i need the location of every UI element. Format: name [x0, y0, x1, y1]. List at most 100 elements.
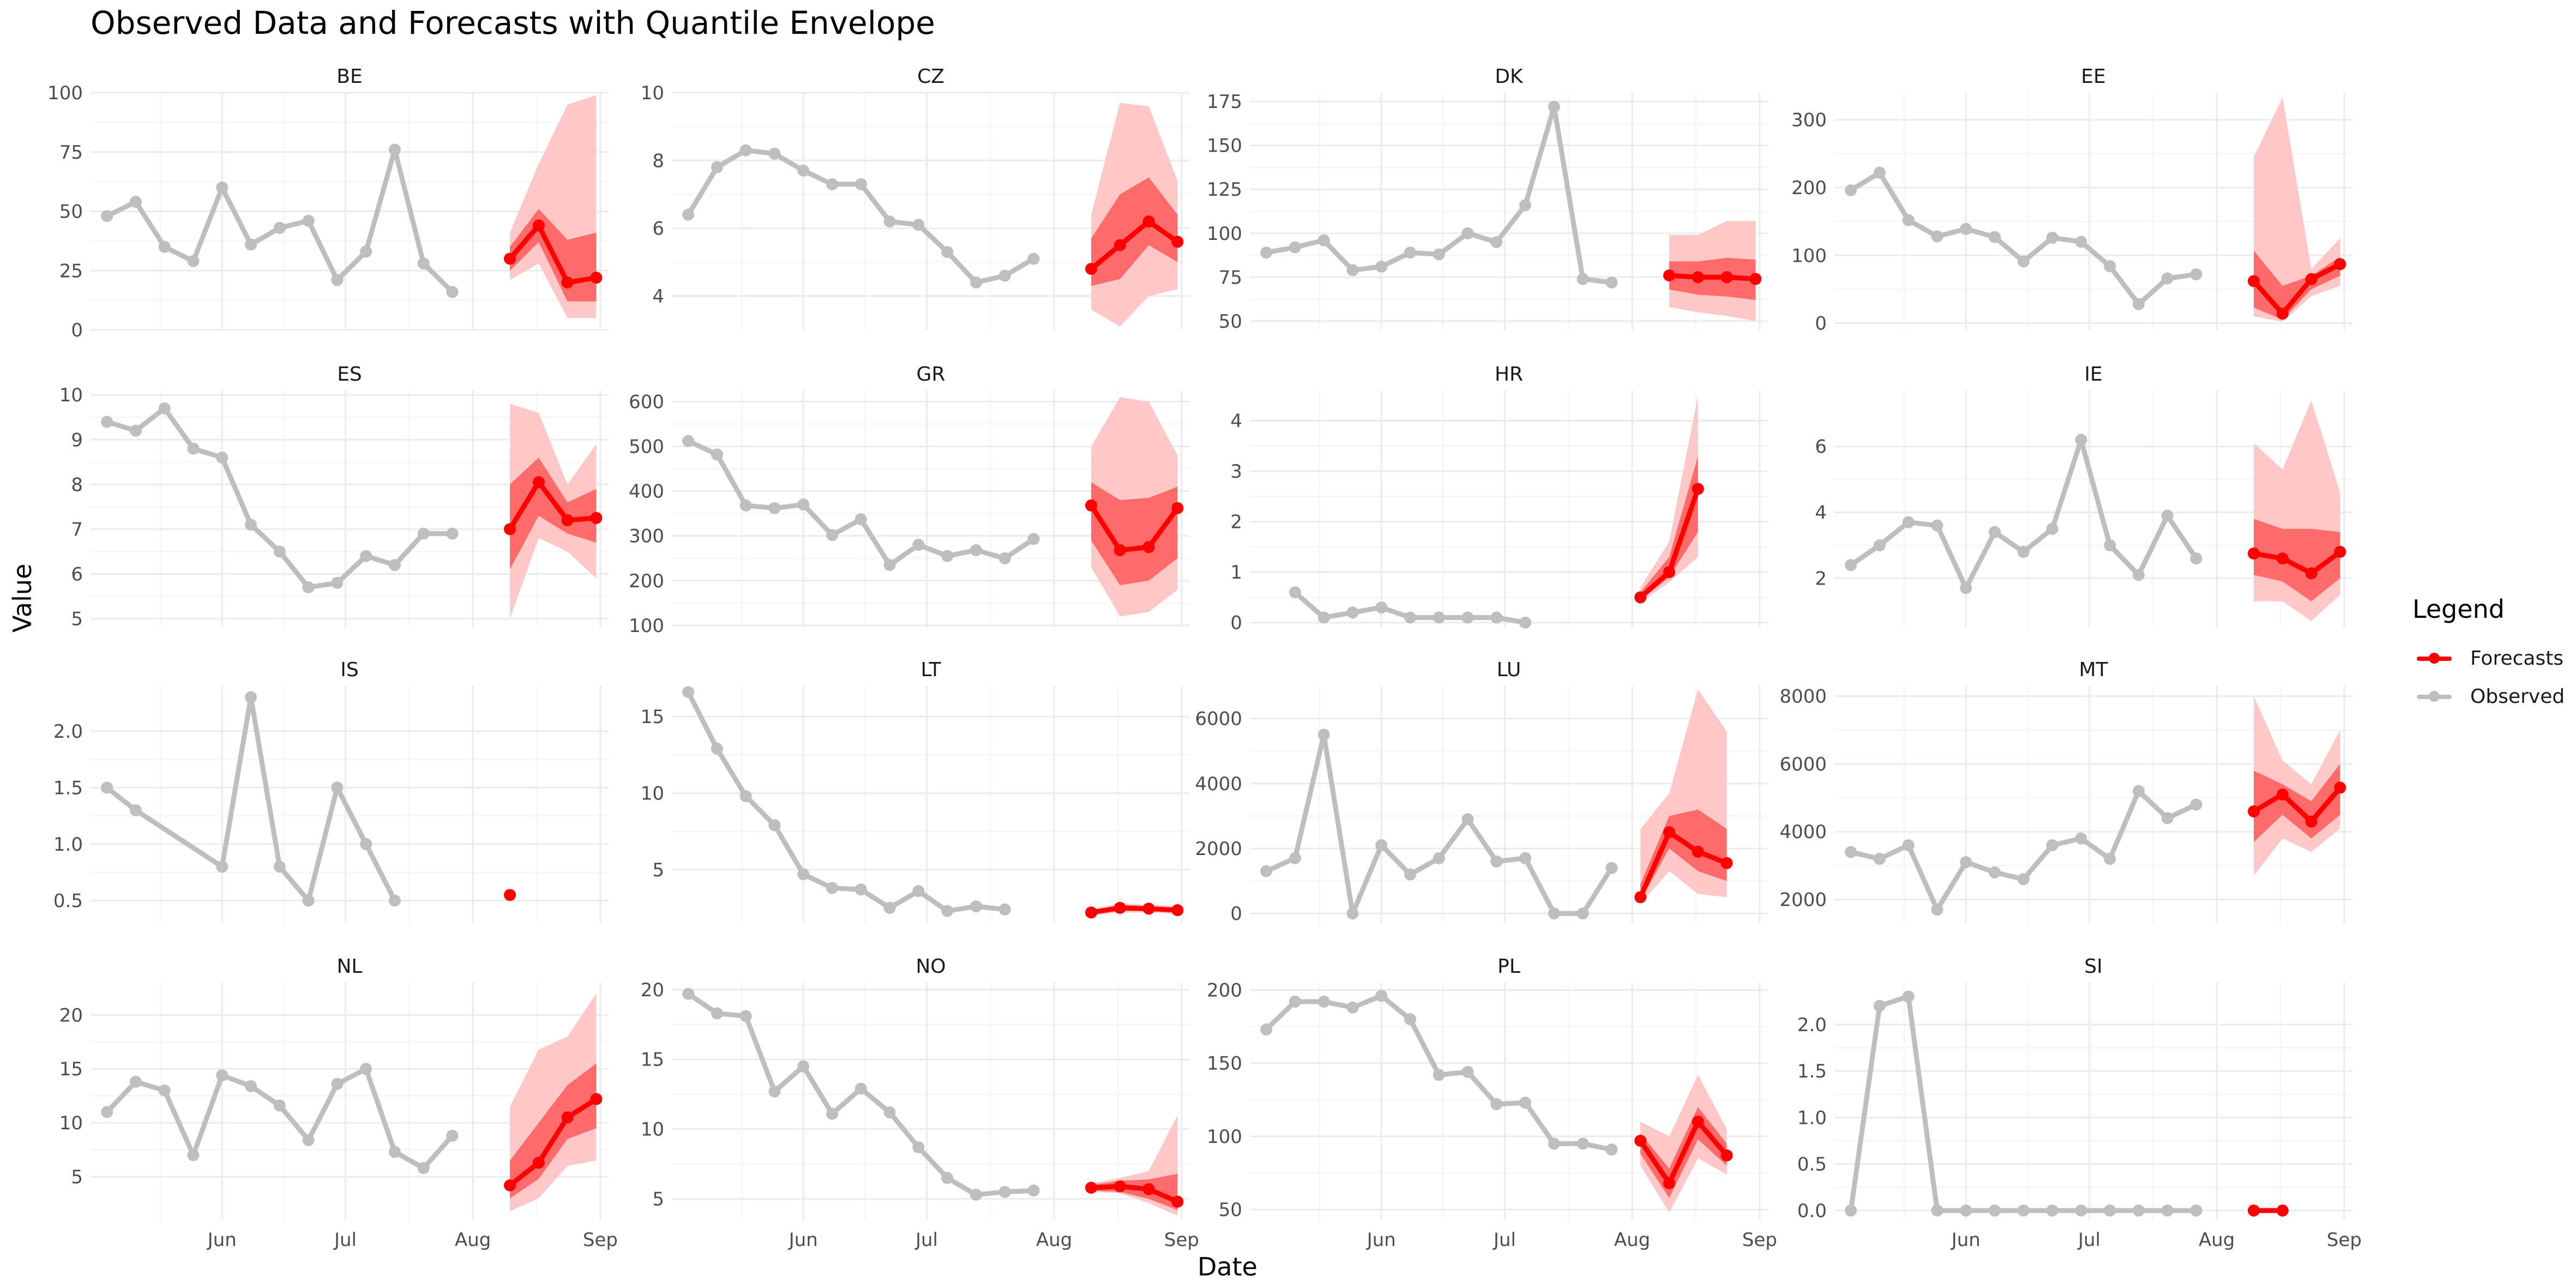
y-tick-label: 15 — [641, 1049, 664, 1071]
observed-point — [998, 903, 1011, 916]
panel-lu: LU 0 2000 4000 6000 — [1195, 659, 1768, 925]
observed-point — [1548, 100, 1560, 113]
forecast-line — [1088, 503, 1180, 553]
observed-point — [360, 550, 372, 562]
observed-point — [1576, 907, 1589, 920]
observed-point — [1375, 839, 1388, 851]
observed-point — [101, 210, 113, 222]
quantile-band-inner — [1091, 1173, 1178, 1211]
observed-point — [1873, 539, 1886, 551]
observed-point — [446, 286, 459, 298]
observed-point — [1260, 246, 1273, 259]
observed-point — [2104, 852, 2116, 865]
forecast-point — [1142, 215, 1155, 228]
y-tick-label: 0 — [71, 320, 83, 341]
x-tick-label: Jun — [788, 1229, 818, 1251]
observed-point — [854, 1082, 867, 1095]
y-tick-label: 3 — [1230, 461, 1242, 483]
y-tick-label: 2000 — [1195, 838, 1242, 860]
panel-strip-gr: GR — [917, 363, 946, 386]
forecast-point — [1114, 239, 1126, 251]
x-tick-label: Aug — [455, 1229, 491, 1251]
y-tick-label: 5 — [652, 859, 664, 881]
forecast-point — [2248, 805, 2260, 817]
observed-point — [216, 182, 228, 194]
observed-point — [883, 1106, 896, 1118]
observed-point — [768, 1085, 781, 1098]
observed-point — [768, 502, 781, 514]
y-axis-label: Value — [8, 563, 37, 633]
forecast-point — [532, 476, 545, 489]
y-tick-label: 50 — [1219, 1199, 1242, 1221]
observed-point — [187, 255, 200, 267]
observed-point — [1931, 1204, 1943, 1217]
observed-line — [1848, 437, 2199, 591]
observed-point — [302, 894, 315, 907]
observed-point — [739, 499, 752, 511]
observed-point — [1433, 611, 1445, 624]
observed-line — [1848, 994, 2199, 1213]
observed-line — [1263, 732, 1614, 916]
forecast-point — [1114, 901, 1126, 914]
x-tick-label: Jul — [1492, 1229, 1516, 1251]
observed-point — [388, 143, 401, 156]
forecast-point — [1720, 1149, 1733, 1161]
panel-strip-cz: CZ — [917, 65, 944, 88]
observed-point — [682, 435, 695, 447]
observed-point — [1404, 868, 1417, 881]
observed-point — [245, 1080, 257, 1092]
observed-point — [331, 576, 344, 589]
observed-point — [2190, 798, 2202, 811]
panel-mt: MT 2000 4000 6000 8000 — [1779, 659, 2352, 923]
y-tick-label: 1.5 — [53, 777, 83, 799]
forecast-point — [2248, 1204, 2260, 1217]
x-tick-label: Aug — [2199, 1229, 2235, 1251]
observed-point — [912, 219, 925, 231]
observed-point — [158, 1084, 171, 1097]
observed-point — [1317, 995, 1330, 1008]
y-tick-label: 10 — [641, 783, 664, 804]
forecast-line — [507, 1097, 599, 1188]
observed-point — [1989, 1204, 2001, 1217]
y-tick-label: 6 — [71, 564, 83, 586]
observed-point — [1490, 236, 1503, 248]
quantile-band-inner — [510, 458, 597, 570]
observed-point — [1490, 855, 1503, 868]
legend: Legend Forecasts Observed — [2412, 594, 2565, 715]
observed-point — [1845, 846, 1857, 858]
forecast-point — [2334, 546, 2346, 558]
x-axis-label: Date — [1197, 1252, 1257, 1281]
observed-point — [1461, 813, 1474, 826]
forecast-point — [590, 272, 603, 284]
panel-cz: CZ 4 6 8 10 — [641, 65, 1190, 330]
y-tick-label: 5 — [652, 1189, 664, 1211]
x-tick-label: Jun — [1951, 1229, 1981, 1251]
observed-point — [768, 819, 781, 832]
observed-point — [1576, 1137, 1589, 1150]
forecast-point — [1634, 1135, 1647, 1147]
panel-strip-dk: DK — [1495, 65, 1524, 88]
y-tick-label: 2000 — [1779, 889, 1827, 911]
observed-point — [1845, 1204, 1857, 1217]
observed-point — [1576, 273, 1589, 285]
observed-point — [1902, 990, 1915, 1003]
observed-point — [1404, 246, 1417, 259]
observed-point — [129, 1075, 142, 1088]
y-tick-label: 100 — [1207, 1126, 1242, 1148]
legend-item-forecasts: Forecasts — [2412, 639, 2565, 677]
forecast-point — [1692, 483, 1704, 495]
forecast-point — [1085, 906, 1098, 919]
forecast-point — [2248, 547, 2260, 560]
y-tick-label: 1 — [1230, 562, 1242, 583]
observed-point — [826, 1108, 839, 1120]
observed-point — [1931, 904, 1943, 916]
y-tick-label: 1.0 — [53, 834, 83, 856]
forecast-point — [1114, 1180, 1126, 1193]
observed-point — [970, 900, 982, 913]
panel-pl: PL 50 100 150 200 Jun Jul Aug Sep — [1207, 955, 1777, 1251]
forecast-point — [2276, 552, 2289, 565]
panel-strip-lu: LU — [1497, 659, 1521, 681]
forecast-point — [1085, 1182, 1098, 1194]
y-tick-label: 8 — [652, 150, 664, 172]
